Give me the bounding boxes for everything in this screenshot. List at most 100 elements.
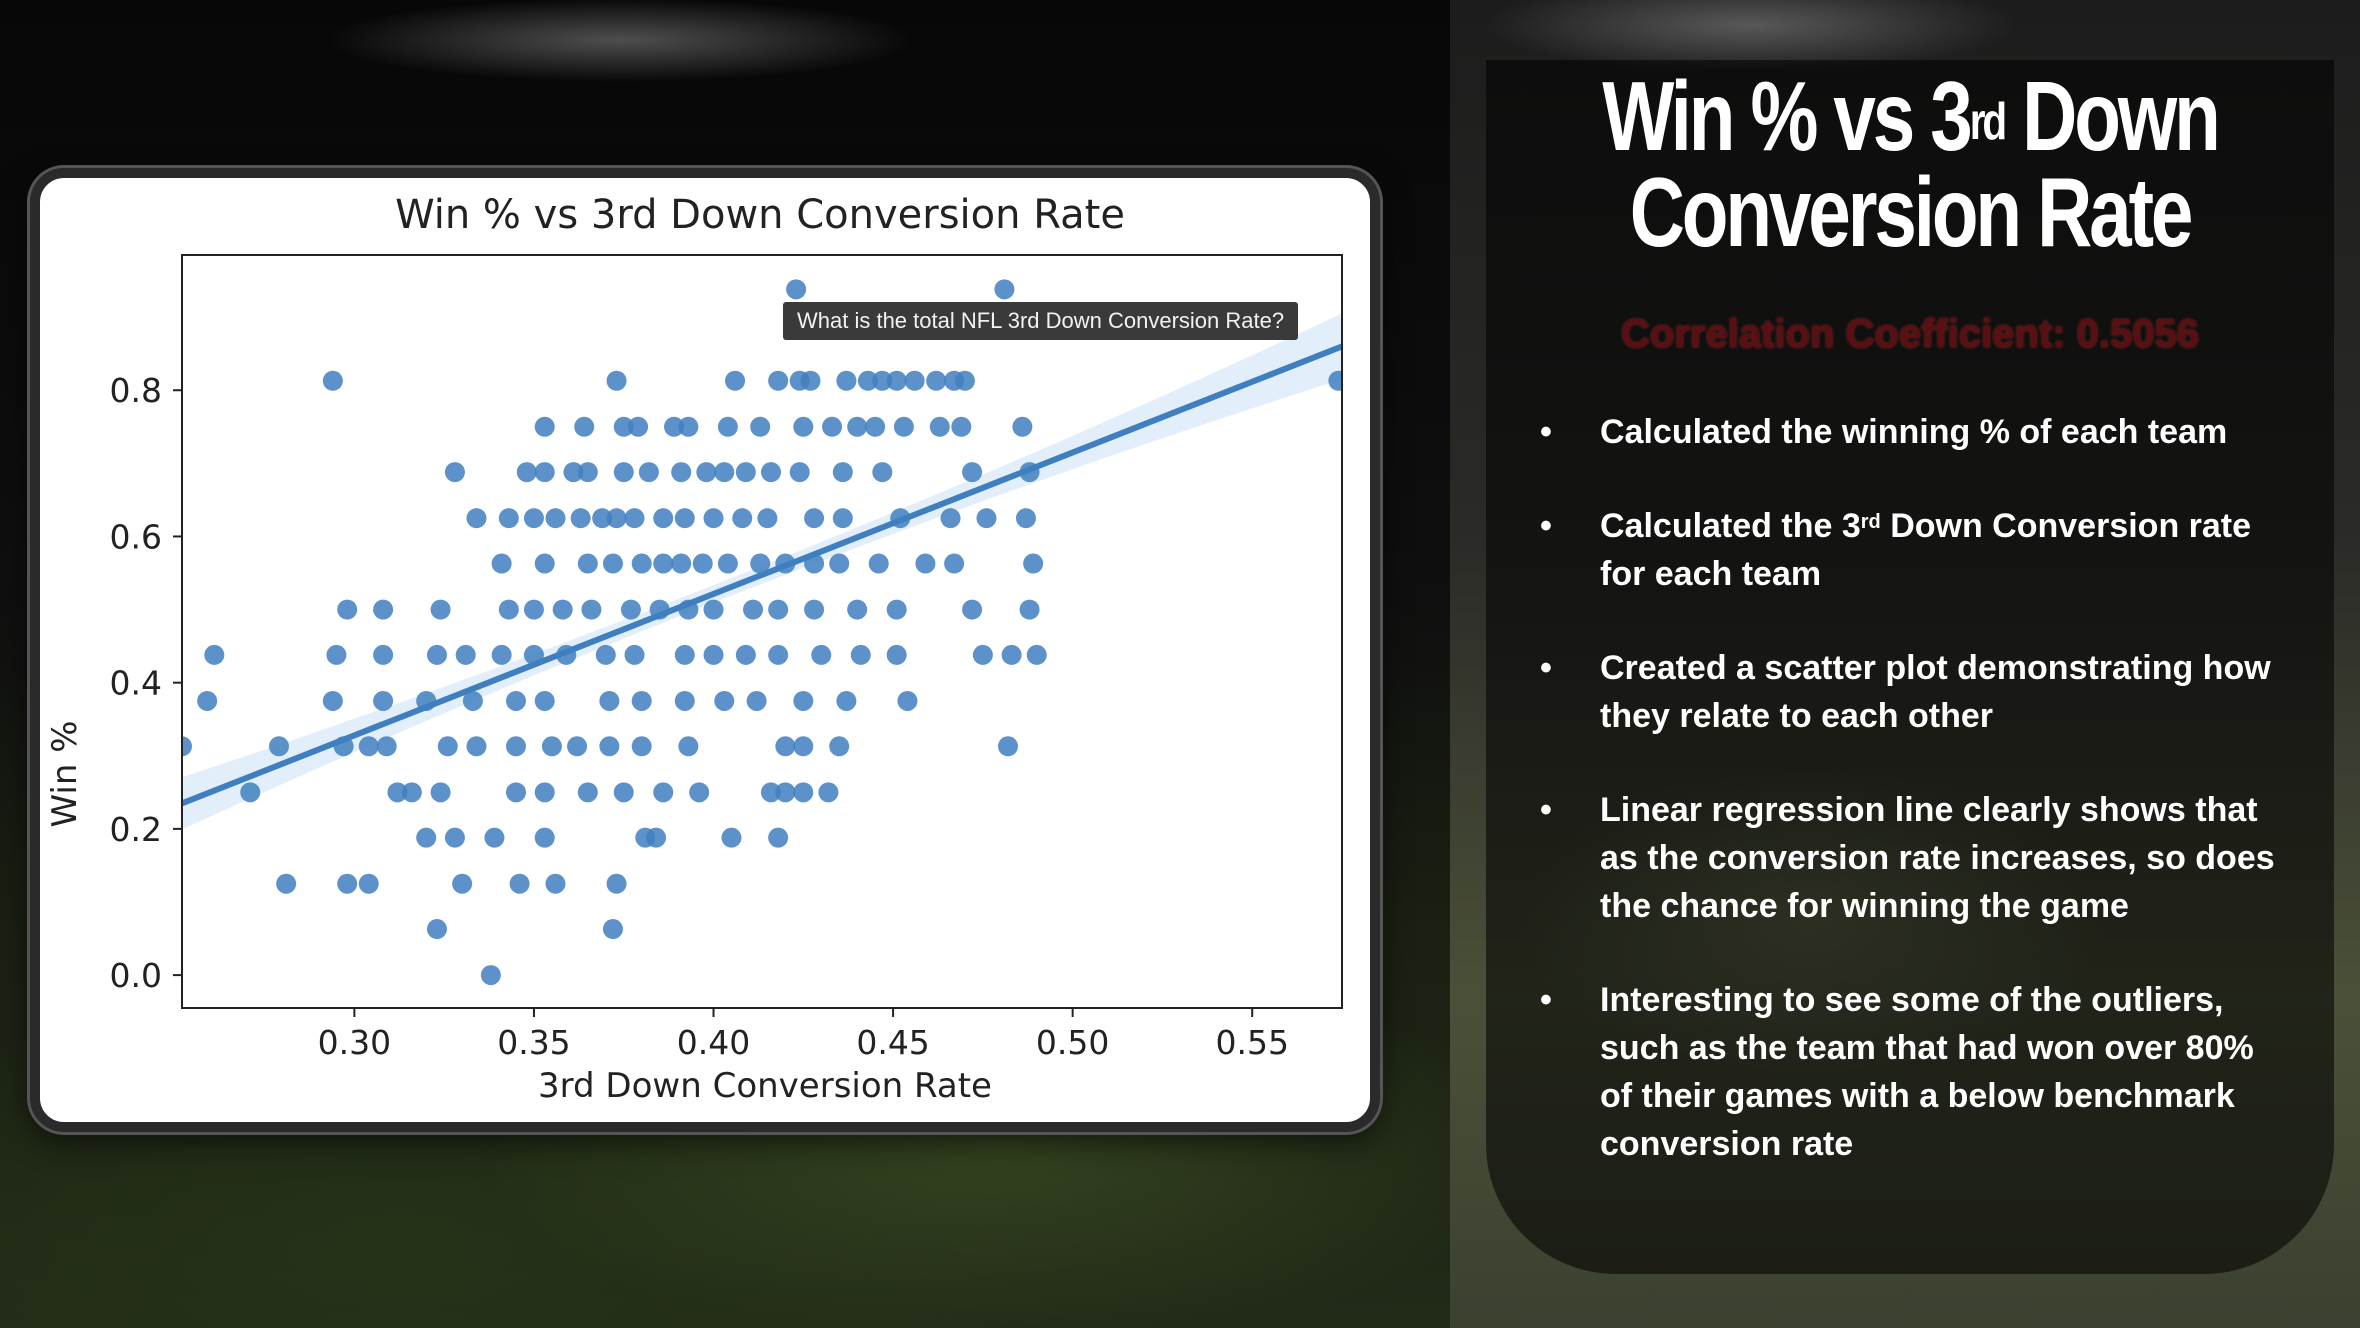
scatter-point xyxy=(498,599,519,620)
bullet-text-post: Down Conversion rate for each team xyxy=(1600,507,2252,593)
scatter-point xyxy=(836,370,857,391)
scatter-point xyxy=(893,416,914,437)
scatter-point xyxy=(832,508,853,529)
scatter-point xyxy=(735,462,756,483)
scatter-point xyxy=(337,599,358,620)
scatter-point xyxy=(574,416,595,437)
scatter-point xyxy=(430,782,451,803)
y-axis-label: Win % xyxy=(45,721,85,828)
scatter-point xyxy=(599,690,620,711)
chart-title: Win % vs 3rd Down Conversion Rate xyxy=(395,192,1125,238)
scatter-point xyxy=(602,919,623,940)
scatter-point xyxy=(735,644,756,665)
question-tooltip[interactable]: What is the total NFL 3rd Down Conversio… xyxy=(783,302,1299,340)
scatter-point xyxy=(653,553,674,574)
scatter-point xyxy=(811,644,832,665)
scatter-point xyxy=(498,508,519,529)
scatter-point xyxy=(631,553,652,574)
scatter-point xyxy=(703,599,724,620)
scatter-point xyxy=(624,644,645,665)
scatter-point xyxy=(832,462,853,483)
scatter-point xyxy=(653,782,674,803)
scatter-point xyxy=(1001,644,1022,665)
scatter-point xyxy=(789,462,810,483)
scatter-point xyxy=(505,782,526,803)
scatter-point xyxy=(577,782,598,803)
scatter-point xyxy=(358,873,379,894)
scatter-point xyxy=(760,462,781,483)
scatter-point xyxy=(674,644,695,665)
scatter-point xyxy=(523,508,544,529)
scatter-point xyxy=(455,644,476,665)
bullet-text: Linear regression line clearly shows tha… xyxy=(1600,791,2275,925)
bullet-item: Created a scatter plot demonstrating how… xyxy=(1540,644,2280,740)
bullet-item: Calculated the winning % of each team xyxy=(1540,408,2280,456)
scatter-point xyxy=(1015,508,1036,529)
regression-line xyxy=(182,343,1342,807)
scatter-point xyxy=(182,736,192,757)
scatter-point xyxy=(998,736,1019,757)
scatter-point xyxy=(326,644,347,665)
scatter-point xyxy=(653,508,674,529)
x-axis-label: 3rd Down Conversion Rate xyxy=(538,1066,992,1106)
scatter-point xyxy=(818,782,839,803)
bullet-text: Calculated the winning % of each team xyxy=(1600,413,2228,451)
title-part2: Down xyxy=(2004,61,2221,171)
scatter-point xyxy=(373,690,394,711)
scatter-point xyxy=(725,370,746,391)
scatter-point xyxy=(416,827,437,848)
x-tick-label: 0.45 xyxy=(856,1023,929,1062)
scatter-point xyxy=(732,508,753,529)
scatter-point xyxy=(674,508,695,529)
scatter-point xyxy=(387,782,408,803)
scatter-point xyxy=(606,370,627,391)
bullet-text-pre: Calculated the 3 xyxy=(1600,507,1861,545)
scatter-point xyxy=(865,416,886,437)
scatter-point xyxy=(972,644,993,665)
scatter-point xyxy=(197,690,218,711)
scatter-point xyxy=(836,690,857,711)
scatter-point xyxy=(376,736,397,757)
x-tick-label: 0.35 xyxy=(497,1023,570,1062)
y-tick-label: 0.6 xyxy=(110,517,162,556)
scatter-point xyxy=(994,279,1015,300)
scatter-point xyxy=(606,508,627,529)
scatter-point xyxy=(757,508,778,529)
scatter-point xyxy=(847,599,868,620)
x-tick-label: 0.30 xyxy=(318,1023,391,1062)
scatter-point xyxy=(743,599,764,620)
scatter-point xyxy=(850,644,871,665)
scatter-point xyxy=(674,690,695,711)
scatter-point xyxy=(491,553,512,574)
scatter-point xyxy=(976,508,997,529)
scatter-point xyxy=(480,965,501,986)
bullet-superscript: rd xyxy=(1860,511,1881,533)
scatter-point xyxy=(750,416,771,437)
scatter-point xyxy=(401,782,422,803)
scatter-point xyxy=(452,873,473,894)
y-tick-label: 0.2 xyxy=(110,810,162,849)
scatter-point xyxy=(775,782,796,803)
scatter-point xyxy=(276,873,297,894)
scatter-point xyxy=(793,782,814,803)
scatter-point xyxy=(1026,644,1047,665)
scatter-point xyxy=(929,416,950,437)
scatter-point xyxy=(462,690,483,711)
scatter-point xyxy=(373,644,394,665)
scatter-point xyxy=(793,690,814,711)
scatter-point xyxy=(904,370,925,391)
scatter-point xyxy=(1019,599,1040,620)
correlation-coefficient: Correlation Coefficient: 0.5056 xyxy=(1621,312,2199,356)
scatter-point xyxy=(886,370,907,391)
scatter-point xyxy=(606,873,627,894)
scatter-point xyxy=(534,462,555,483)
scatter-point xyxy=(466,736,487,757)
scatter-point xyxy=(954,370,975,391)
title-superscript: rd xyxy=(1969,93,2007,151)
scatter-point xyxy=(563,462,584,483)
scatter-point xyxy=(437,736,458,757)
scatter-point xyxy=(829,736,850,757)
bullet-text: Interesting to see some of the outliers,… xyxy=(1600,981,2254,1163)
scatter-point xyxy=(717,416,738,437)
bullet-list: Calculated the winning % of each team Ca… xyxy=(1540,408,2280,1214)
